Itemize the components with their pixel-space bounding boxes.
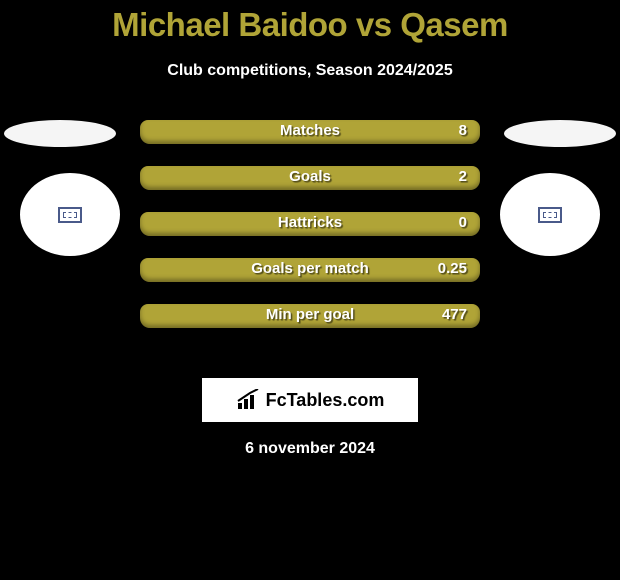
stat-bar: Min per goal 477 bbox=[140, 304, 480, 328]
stat-label: Hattricks bbox=[140, 214, 480, 231]
flag-icon bbox=[58, 207, 82, 223]
page-title: Michael Baidoo vs Qasem bbox=[0, 0, 620, 44]
stat-value: 8 bbox=[459, 122, 467, 139]
stat-bar: Matches 8 bbox=[140, 120, 480, 144]
date-label: 6 november 2024 bbox=[0, 440, 620, 458]
brand-badge[interactable]: FcTables.com bbox=[202, 378, 418, 422]
comparison-stage: Matches 8 Goals 2 Hattricks 0 Goals per … bbox=[0, 120, 620, 360]
stat-value: 477 bbox=[442, 306, 467, 323]
stat-value: 2 bbox=[459, 168, 467, 185]
stat-label: Matches bbox=[140, 122, 480, 139]
stat-label: Goals bbox=[140, 168, 480, 185]
stat-value: 0 bbox=[459, 214, 467, 231]
flag-icon bbox=[538, 207, 562, 223]
stat-bar: Goals 2 bbox=[140, 166, 480, 190]
player-right-shadow bbox=[504, 120, 616, 147]
player-left-shadow bbox=[4, 120, 116, 147]
stat-bar: Goals per match 0.25 bbox=[140, 258, 480, 282]
brand-name: FcTables.com bbox=[266, 390, 385, 411]
stat-label: Min per goal bbox=[140, 306, 480, 323]
player-left-avatar bbox=[20, 173, 120, 256]
player-right-avatar bbox=[500, 173, 600, 256]
stat-value: 0.25 bbox=[438, 260, 467, 277]
stat-label: Goals per match bbox=[140, 260, 480, 277]
stats-bars: Matches 8 Goals 2 Hattricks 0 Goals per … bbox=[140, 120, 480, 350]
subtitle: Club competitions, Season 2024/2025 bbox=[0, 62, 620, 80]
stat-bar: Hattricks 0 bbox=[140, 212, 480, 236]
brand-chart-icon bbox=[236, 389, 262, 411]
